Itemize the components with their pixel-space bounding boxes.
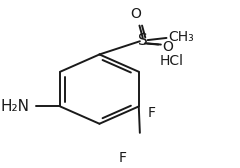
Text: S: S — [138, 33, 148, 48]
Text: F: F — [148, 106, 156, 120]
Text: H₂N: H₂N — [1, 99, 30, 114]
Text: O: O — [130, 7, 141, 22]
Text: F: F — [118, 151, 126, 165]
Text: O: O — [162, 40, 173, 54]
Text: CH₃: CH₃ — [169, 30, 194, 44]
Text: HCl: HCl — [160, 54, 184, 68]
